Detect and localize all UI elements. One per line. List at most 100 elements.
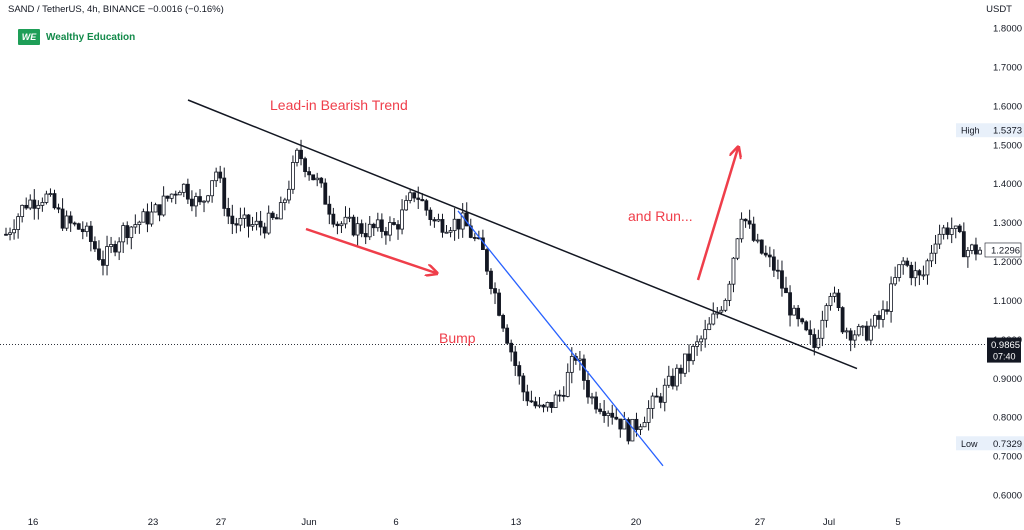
candle-body	[856, 326, 861, 336]
candle-body	[816, 337, 821, 348]
candle-body	[84, 225, 89, 233]
candle-body	[165, 195, 170, 199]
candle-body	[739, 218, 744, 240]
candle-body	[707, 323, 712, 331]
candle-body	[359, 223, 364, 234]
candle-body	[222, 177, 227, 209]
candle-body	[695, 341, 699, 347]
y-tick-label: 1.8000	[993, 24, 1022, 35]
candle-body	[250, 224, 255, 227]
candle-body	[662, 384, 667, 403]
candle-body	[444, 231, 449, 234]
candle-body	[812, 334, 817, 348]
candle-body	[181, 183, 186, 193]
candle-body	[965, 250, 970, 258]
candle-body	[541, 404, 546, 408]
candle-body	[521, 375, 526, 393]
candle-body	[723, 299, 728, 311]
candle-body	[537, 404, 542, 407]
candle-body	[703, 329, 708, 340]
candle-body	[650, 395, 655, 409]
y-axis: 1.8000 1.7000 1.6000 1.5000 1.4000 1.3000 1.20…	[993, 24, 1022, 502]
y-tick-label: 1.5000	[993, 140, 1022, 151]
candle-body	[747, 220, 752, 225]
candle-body	[198, 196, 202, 203]
candle-body	[97, 248, 101, 260]
candle-body	[864, 325, 869, 341]
candle-body	[206, 195, 210, 202]
candle-body	[379, 219, 384, 232]
candle-body	[214, 171, 219, 182]
candle-body	[545, 402, 550, 408]
candle-body	[412, 192, 417, 199]
candle-body	[121, 225, 126, 243]
candle-body	[509, 342, 514, 353]
candle-body	[428, 209, 433, 220]
candle-body	[646, 408, 651, 423]
brand-name: Wealthy Education	[46, 31, 136, 43]
candle-body	[683, 353, 687, 374]
candle-body	[763, 252, 768, 256]
candle-body	[194, 196, 198, 207]
candle-body	[953, 225, 958, 229]
candle-body	[12, 229, 16, 234]
candle-body	[177, 191, 182, 196]
candle-body	[456, 218, 461, 230]
candle-body	[961, 231, 966, 258]
candle-body	[44, 193, 49, 203]
last-price-bg	[984, 242, 1022, 258]
candle-body	[493, 288, 497, 294]
candle-body	[133, 224, 138, 228]
candle-body	[501, 314, 506, 329]
candle-body	[489, 270, 493, 289]
candle-body	[173, 193, 178, 196]
y-tick-label: 0.7000	[993, 452, 1022, 463]
candle-body	[169, 193, 174, 199]
candle-body	[658, 396, 663, 403]
candle-body	[877, 315, 881, 320]
candle-body	[295, 149, 299, 163]
low-marker-value: 0.7329	[993, 439, 1022, 450]
candle-body	[771, 256, 776, 271]
candle-body	[64, 215, 69, 229]
candle-body	[784, 287, 788, 294]
candle-body	[420, 199, 425, 202]
candle-body	[808, 329, 813, 335]
candle-body	[452, 218, 457, 231]
candle-body	[897, 264, 902, 278]
candle-body	[836, 292, 841, 309]
candle-body	[925, 260, 930, 276]
candle-body	[957, 225, 962, 233]
current-price-countdown: 07:40	[993, 352, 1016, 362]
candle-body	[113, 244, 118, 253]
candle-body	[258, 220, 263, 228]
candle-body	[565, 371, 570, 397]
bump-trendline	[457, 210, 664, 467]
y-tick-label: 1.4000	[993, 179, 1022, 190]
candle-body	[230, 215, 235, 225]
candle-body	[375, 219, 380, 229]
candle-body	[505, 327, 510, 344]
candle-body	[117, 241, 122, 253]
candle-body	[553, 394, 558, 408]
candle-body	[32, 199, 37, 209]
candle-body	[432, 219, 437, 222]
candle-body	[788, 292, 792, 316]
candle-body	[598, 408, 602, 412]
candle-body	[307, 171, 312, 176]
candle-body	[889, 283, 893, 312]
candle-body	[109, 244, 113, 247]
candle-body	[24, 204, 29, 209]
candle-body	[311, 174, 316, 181]
candle-body	[497, 292, 501, 316]
candle-body	[800, 318, 805, 323]
candle-body	[28, 199, 33, 209]
x-tick-label: 5	[895, 517, 900, 528]
candle-body	[36, 204, 41, 209]
candle-body	[549, 402, 554, 408]
candle-body	[743, 218, 748, 222]
candle-body	[440, 219, 445, 233]
candle-body	[731, 257, 736, 285]
candle-body	[88, 225, 93, 242]
